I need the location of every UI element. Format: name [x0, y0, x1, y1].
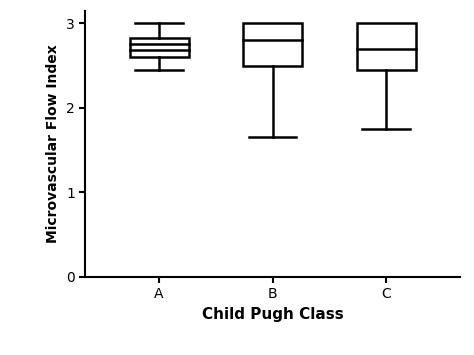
Bar	[243, 23, 302, 66]
Bar	[356, 23, 416, 70]
Y-axis label: Microvascular Flow Index: Microvascular Flow Index	[46, 44, 61, 243]
Bar	[129, 38, 189, 57]
X-axis label: Child Pugh Class: Child Pugh Class	[201, 307, 344, 322]
